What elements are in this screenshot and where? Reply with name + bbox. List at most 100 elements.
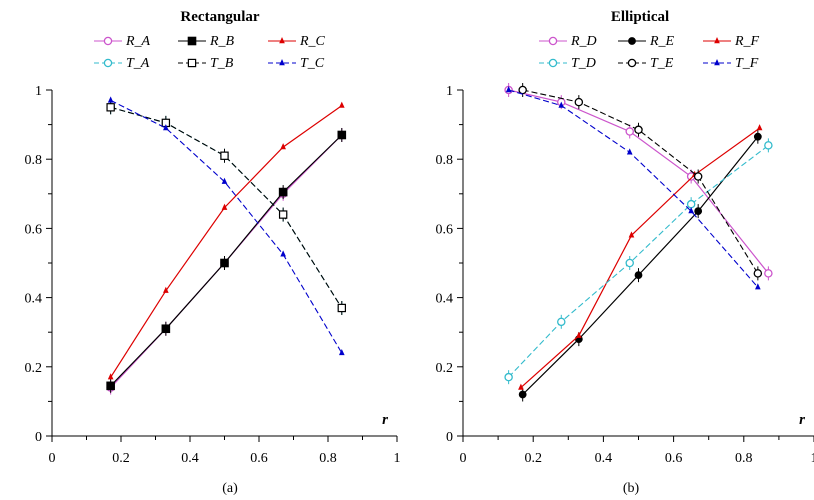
legend-label: R_A <box>125 34 151 49</box>
series-line <box>110 105 343 378</box>
data-point <box>278 210 288 219</box>
panel-caption: (b) <box>623 481 640 496</box>
y-tick-label: 0.4 <box>25 292 43 307</box>
legend-marker <box>714 37 720 44</box>
data-point <box>753 269 763 278</box>
series-line <box>522 89 759 274</box>
legend-entry: R_B <box>178 34 235 49</box>
legend-marker <box>187 36 197 46</box>
data-point <box>518 383 524 390</box>
data-point <box>764 141 773 150</box>
data-point <box>107 96 114 103</box>
data-point <box>576 331 582 338</box>
x-axis-label: r <box>799 412 805 428</box>
legend-entry: T_F <box>703 56 759 71</box>
data-point <box>557 317 566 327</box>
data-point <box>626 148 633 155</box>
x-tick-label: 1 <box>394 451 401 466</box>
data-point <box>278 187 288 197</box>
data-point <box>634 125 643 135</box>
y-tick-label: 0.4 <box>436 292 454 307</box>
data-point <box>504 372 513 382</box>
legend-entry: T_C <box>268 56 325 71</box>
y-tick-label: 0 <box>35 430 42 445</box>
data-point <box>505 86 512 93</box>
legend-marker <box>103 36 113 46</box>
data-point <box>634 271 643 280</box>
x-tick-label: 0.4 <box>181 451 199 466</box>
legend-entry: T_A <box>94 56 150 71</box>
data-point <box>221 177 228 184</box>
legend-marker <box>548 36 558 46</box>
y-tick-label: 0.6 <box>25 222 43 237</box>
legend-marker <box>628 37 636 45</box>
legend-entry: R_C <box>268 34 326 49</box>
series-line <box>508 89 759 288</box>
y-tick-label: 0.6 <box>436 222 454 237</box>
series-r-d <box>504 83 773 281</box>
data-point <box>220 258 229 268</box>
legend-marker <box>103 58 113 68</box>
data-point <box>756 124 763 131</box>
legend-marker <box>548 58 558 68</box>
y-tick-label: 0.8 <box>436 153 454 168</box>
data-point <box>628 231 635 238</box>
series-line <box>520 127 760 389</box>
data-point <box>558 101 565 108</box>
data-point <box>688 207 694 214</box>
x-tick-label: 0 <box>49 451 56 466</box>
x-axis-label: r <box>382 412 388 428</box>
y-tick-label: 0.8 <box>25 153 43 168</box>
legend-marker <box>279 59 285 66</box>
data-point <box>106 381 115 391</box>
legend-marker <box>279 37 285 44</box>
data-point <box>221 203 228 210</box>
data-point <box>518 390 527 399</box>
data-point <box>337 130 347 140</box>
x-tick-label: 0.4 <box>595 451 613 466</box>
series-line <box>508 89 769 274</box>
chart-panel-b: 0 0.2 0.4 0.6 0.8 1 0 0.2 0.4 0.6 0.8 1 r Elliptical (… <box>436 9 814 496</box>
legend-label: R_B <box>209 34 235 49</box>
data-point <box>163 124 169 131</box>
series-t-f <box>505 86 761 290</box>
legend-label: T_C <box>300 56 325 71</box>
legend-entry: R_E <box>618 34 675 49</box>
series-line <box>110 99 343 354</box>
legend-label: R_D <box>570 34 597 49</box>
data-point <box>694 207 703 216</box>
data-point <box>753 132 762 141</box>
series-line <box>110 106 343 309</box>
y-tick-label: 1 <box>446 84 453 99</box>
series-t-c <box>107 96 345 356</box>
legend-marker <box>627 58 637 68</box>
data-point <box>625 127 634 136</box>
data-point <box>337 303 347 313</box>
data-point <box>106 103 115 112</box>
y-tick-label: 1 <box>35 84 42 99</box>
series-r-f <box>518 124 763 390</box>
x-tick-label: 0.8 <box>319 451 337 466</box>
legend-label: R_C <box>299 34 326 49</box>
panel-caption: (a) <box>222 481 238 496</box>
data-point <box>574 97 584 107</box>
data-point <box>338 348 345 356</box>
data-point <box>338 101 345 108</box>
x-tick-label: 0.8 <box>735 451 753 466</box>
data-point <box>107 373 114 380</box>
legend-label: R_F <box>734 34 760 49</box>
x-tick-label: 0.6 <box>665 451 683 466</box>
series-t-d <box>504 138 773 385</box>
data-point <box>220 151 229 160</box>
data-point <box>280 143 286 150</box>
x-tick-label: 0.6 <box>250 451 268 466</box>
y-tick-label: 0 <box>446 430 453 445</box>
legend-entry: R_D <box>539 34 597 49</box>
x-tick-label: 1 <box>811 451 814 466</box>
x-tick-label: 0.2 <box>524 451 542 466</box>
legend-label: T_B <box>210 56 234 71</box>
data-point <box>280 250 286 257</box>
data-point <box>686 199 696 209</box>
